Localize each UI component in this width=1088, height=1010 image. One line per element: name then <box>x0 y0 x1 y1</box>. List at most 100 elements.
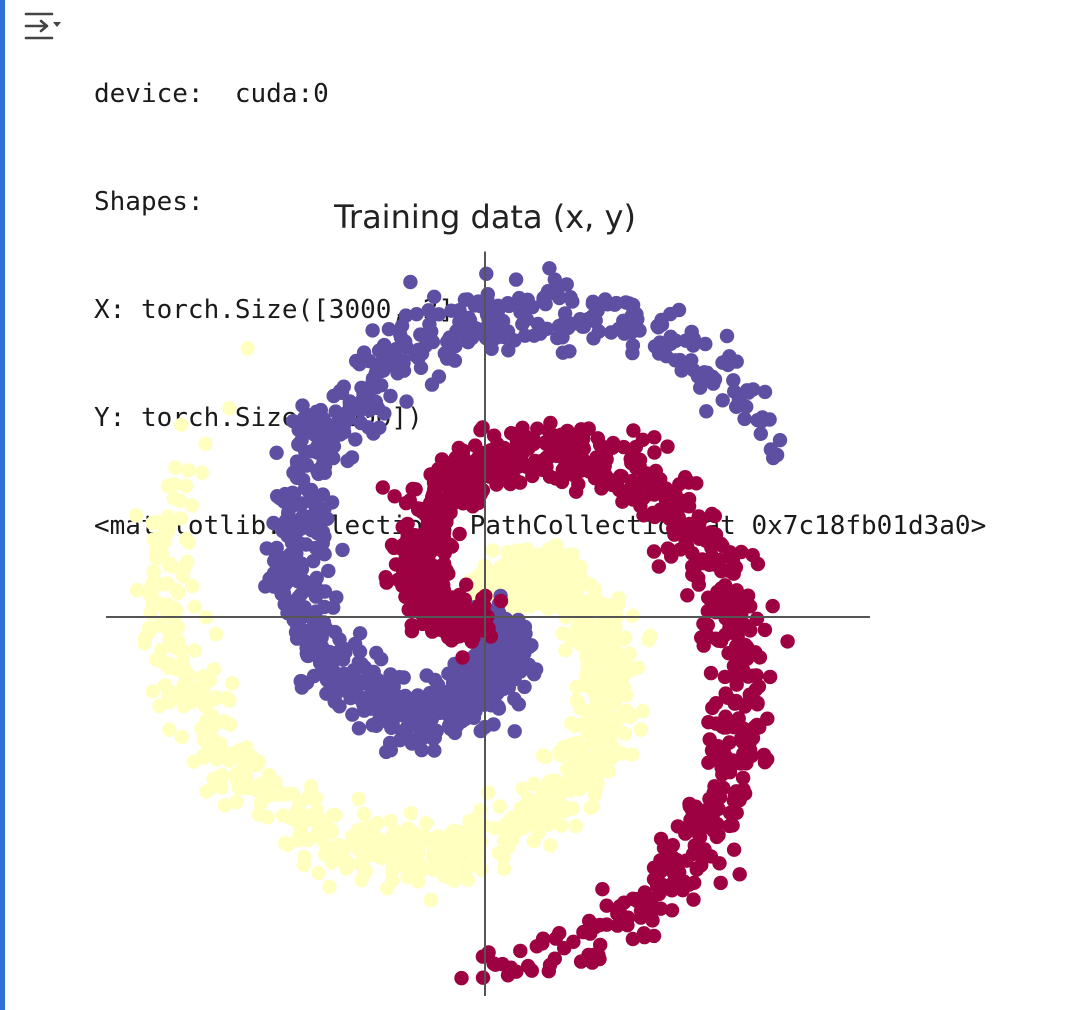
scatter-point-class-2 <box>627 441 642 456</box>
scatter-point-class-2 <box>593 937 608 953</box>
scatter-point-class-0 <box>225 746 241 762</box>
scatter-point-class-0 <box>174 729 190 745</box>
scatter-point-class-1 <box>345 667 360 683</box>
scatter-point-class-2 <box>752 650 768 665</box>
scatter-point-class-2 <box>509 964 524 979</box>
scatter-point-class-2 <box>662 543 677 558</box>
scatter-point-class-0 <box>472 567 487 582</box>
scatter-point-class-1 <box>326 388 341 404</box>
scatter-point-class-2 <box>653 864 668 880</box>
scatter-point-class-1 <box>313 416 328 432</box>
scatter-point-class-1 <box>322 441 337 456</box>
scatter-point-class-1 <box>585 309 600 324</box>
scatter-point-class-2 <box>437 546 452 561</box>
scatter-svg <box>106 251 870 996</box>
scatter-point-class-0 <box>160 524 176 539</box>
scatter-point-class-1 <box>507 724 522 739</box>
scatter-point-class-1 <box>290 619 305 635</box>
scatter-point-class-2 <box>459 577 474 592</box>
scatter-point-class-1 <box>441 666 456 681</box>
scatter-point-class-1 <box>739 383 755 398</box>
scatter-point-class-1 <box>281 573 296 588</box>
scatter-point-class-0 <box>635 703 650 719</box>
scatter-point-class-0 <box>198 436 213 452</box>
scatter-point-class-2 <box>436 518 451 533</box>
scatter-point-class-1 <box>383 667 398 682</box>
scatter-point-class-2 <box>680 588 695 603</box>
scatter-point-class-0 <box>260 810 275 825</box>
scatter-point-class-0 <box>309 803 325 818</box>
scatter-point-class-1 <box>296 575 311 590</box>
scatter-point-class-2 <box>454 493 470 508</box>
scatter-point-class-2 <box>665 838 680 853</box>
scatter-point-class-0 <box>283 811 299 826</box>
scatter-point-class-2 <box>513 943 528 959</box>
scatter-point-class-1 <box>293 587 308 602</box>
scatter-point-class-0 <box>352 836 367 851</box>
scatter-point-class-0 <box>487 821 502 836</box>
scatter-point-class-1 <box>729 354 744 369</box>
scatter-point-class-1 <box>322 645 338 660</box>
scatter-point-class-1 <box>575 319 590 334</box>
scatter-point-class-1 <box>668 353 683 368</box>
scatter-plot: Training data (x, y) <box>100 196 870 996</box>
scatter-point-class-0 <box>184 579 200 594</box>
scatter-point-class-0 <box>222 717 238 732</box>
scatter-point-class-2 <box>497 440 512 456</box>
scatter-point-class-2 <box>454 970 469 986</box>
scatter-point-class-0 <box>208 626 224 642</box>
scatter-point-class-1 <box>624 308 639 323</box>
scatter-point-class-2 <box>475 420 490 435</box>
scatter-point-class-1 <box>600 297 615 312</box>
scatter-point-class-0 <box>624 747 640 762</box>
scatter-point-class-2 <box>735 734 750 750</box>
scatter-point-class-0 <box>209 737 225 753</box>
scatter-point-class-1 <box>519 312 534 327</box>
scatter-point-class-2 <box>637 929 652 945</box>
scatter-point-class-0 <box>543 838 558 853</box>
scatter-point-class-1 <box>684 353 699 368</box>
scatter-point-class-0 <box>562 783 578 798</box>
scatter-point-class-1 <box>282 600 298 615</box>
scatter-point-class-1 <box>400 710 416 725</box>
scatter-point-class-1 <box>294 680 310 695</box>
scatter-point-class-1 <box>762 412 777 427</box>
scatter-point-class-2 <box>599 898 614 913</box>
scatter-point-class-2 <box>642 486 657 502</box>
scatter-point-class-0 <box>641 633 656 648</box>
scatter-point-class-0 <box>615 632 631 647</box>
scatter-point-class-0 <box>143 605 158 621</box>
scatter-point-class-0 <box>584 667 599 683</box>
scatter-point-class-1 <box>427 743 442 758</box>
scatter-point-class-2 <box>689 861 705 876</box>
scatter-point-class-2 <box>512 475 528 490</box>
scatter-point-class-2 <box>678 826 693 841</box>
scatter-point-class-0 <box>423 892 439 908</box>
scatter-point-class-2 <box>651 559 666 574</box>
scatter-point-class-1 <box>370 679 385 694</box>
scatter-point-class-2 <box>757 622 773 638</box>
scatter-point-class-2 <box>749 668 764 683</box>
scatter-point-class-0 <box>443 853 458 868</box>
scatter-point-class-2 <box>734 598 749 613</box>
scatter-point-class-0 <box>149 514 164 530</box>
scatter-point-class-1 <box>501 298 517 314</box>
scatter-point-class-0 <box>311 865 326 881</box>
scatter-point-class-0 <box>280 837 295 853</box>
scatter-point-class-2 <box>475 970 491 985</box>
scatter-point-class-1 <box>364 701 379 716</box>
scatter-point-class-2 <box>722 805 738 821</box>
scatter-point-class-0 <box>291 832 307 848</box>
collapse-output-icon[interactable] <box>20 8 64 44</box>
scatter-point-class-1 <box>399 340 414 355</box>
scatter-point-class-1 <box>460 292 475 307</box>
scatter-point-class-2 <box>626 423 641 438</box>
scatter-point-class-1 <box>586 331 601 346</box>
scatter-point-class-0 <box>538 749 553 764</box>
scatter-point-class-0 <box>174 691 190 706</box>
scatter-point-class-2 <box>706 823 721 838</box>
scatter-point-class-0 <box>160 576 175 591</box>
scatter-point-class-0 <box>510 593 526 608</box>
scatter-point-class-0 <box>580 619 595 635</box>
scatter-point-class-0 <box>571 695 586 710</box>
